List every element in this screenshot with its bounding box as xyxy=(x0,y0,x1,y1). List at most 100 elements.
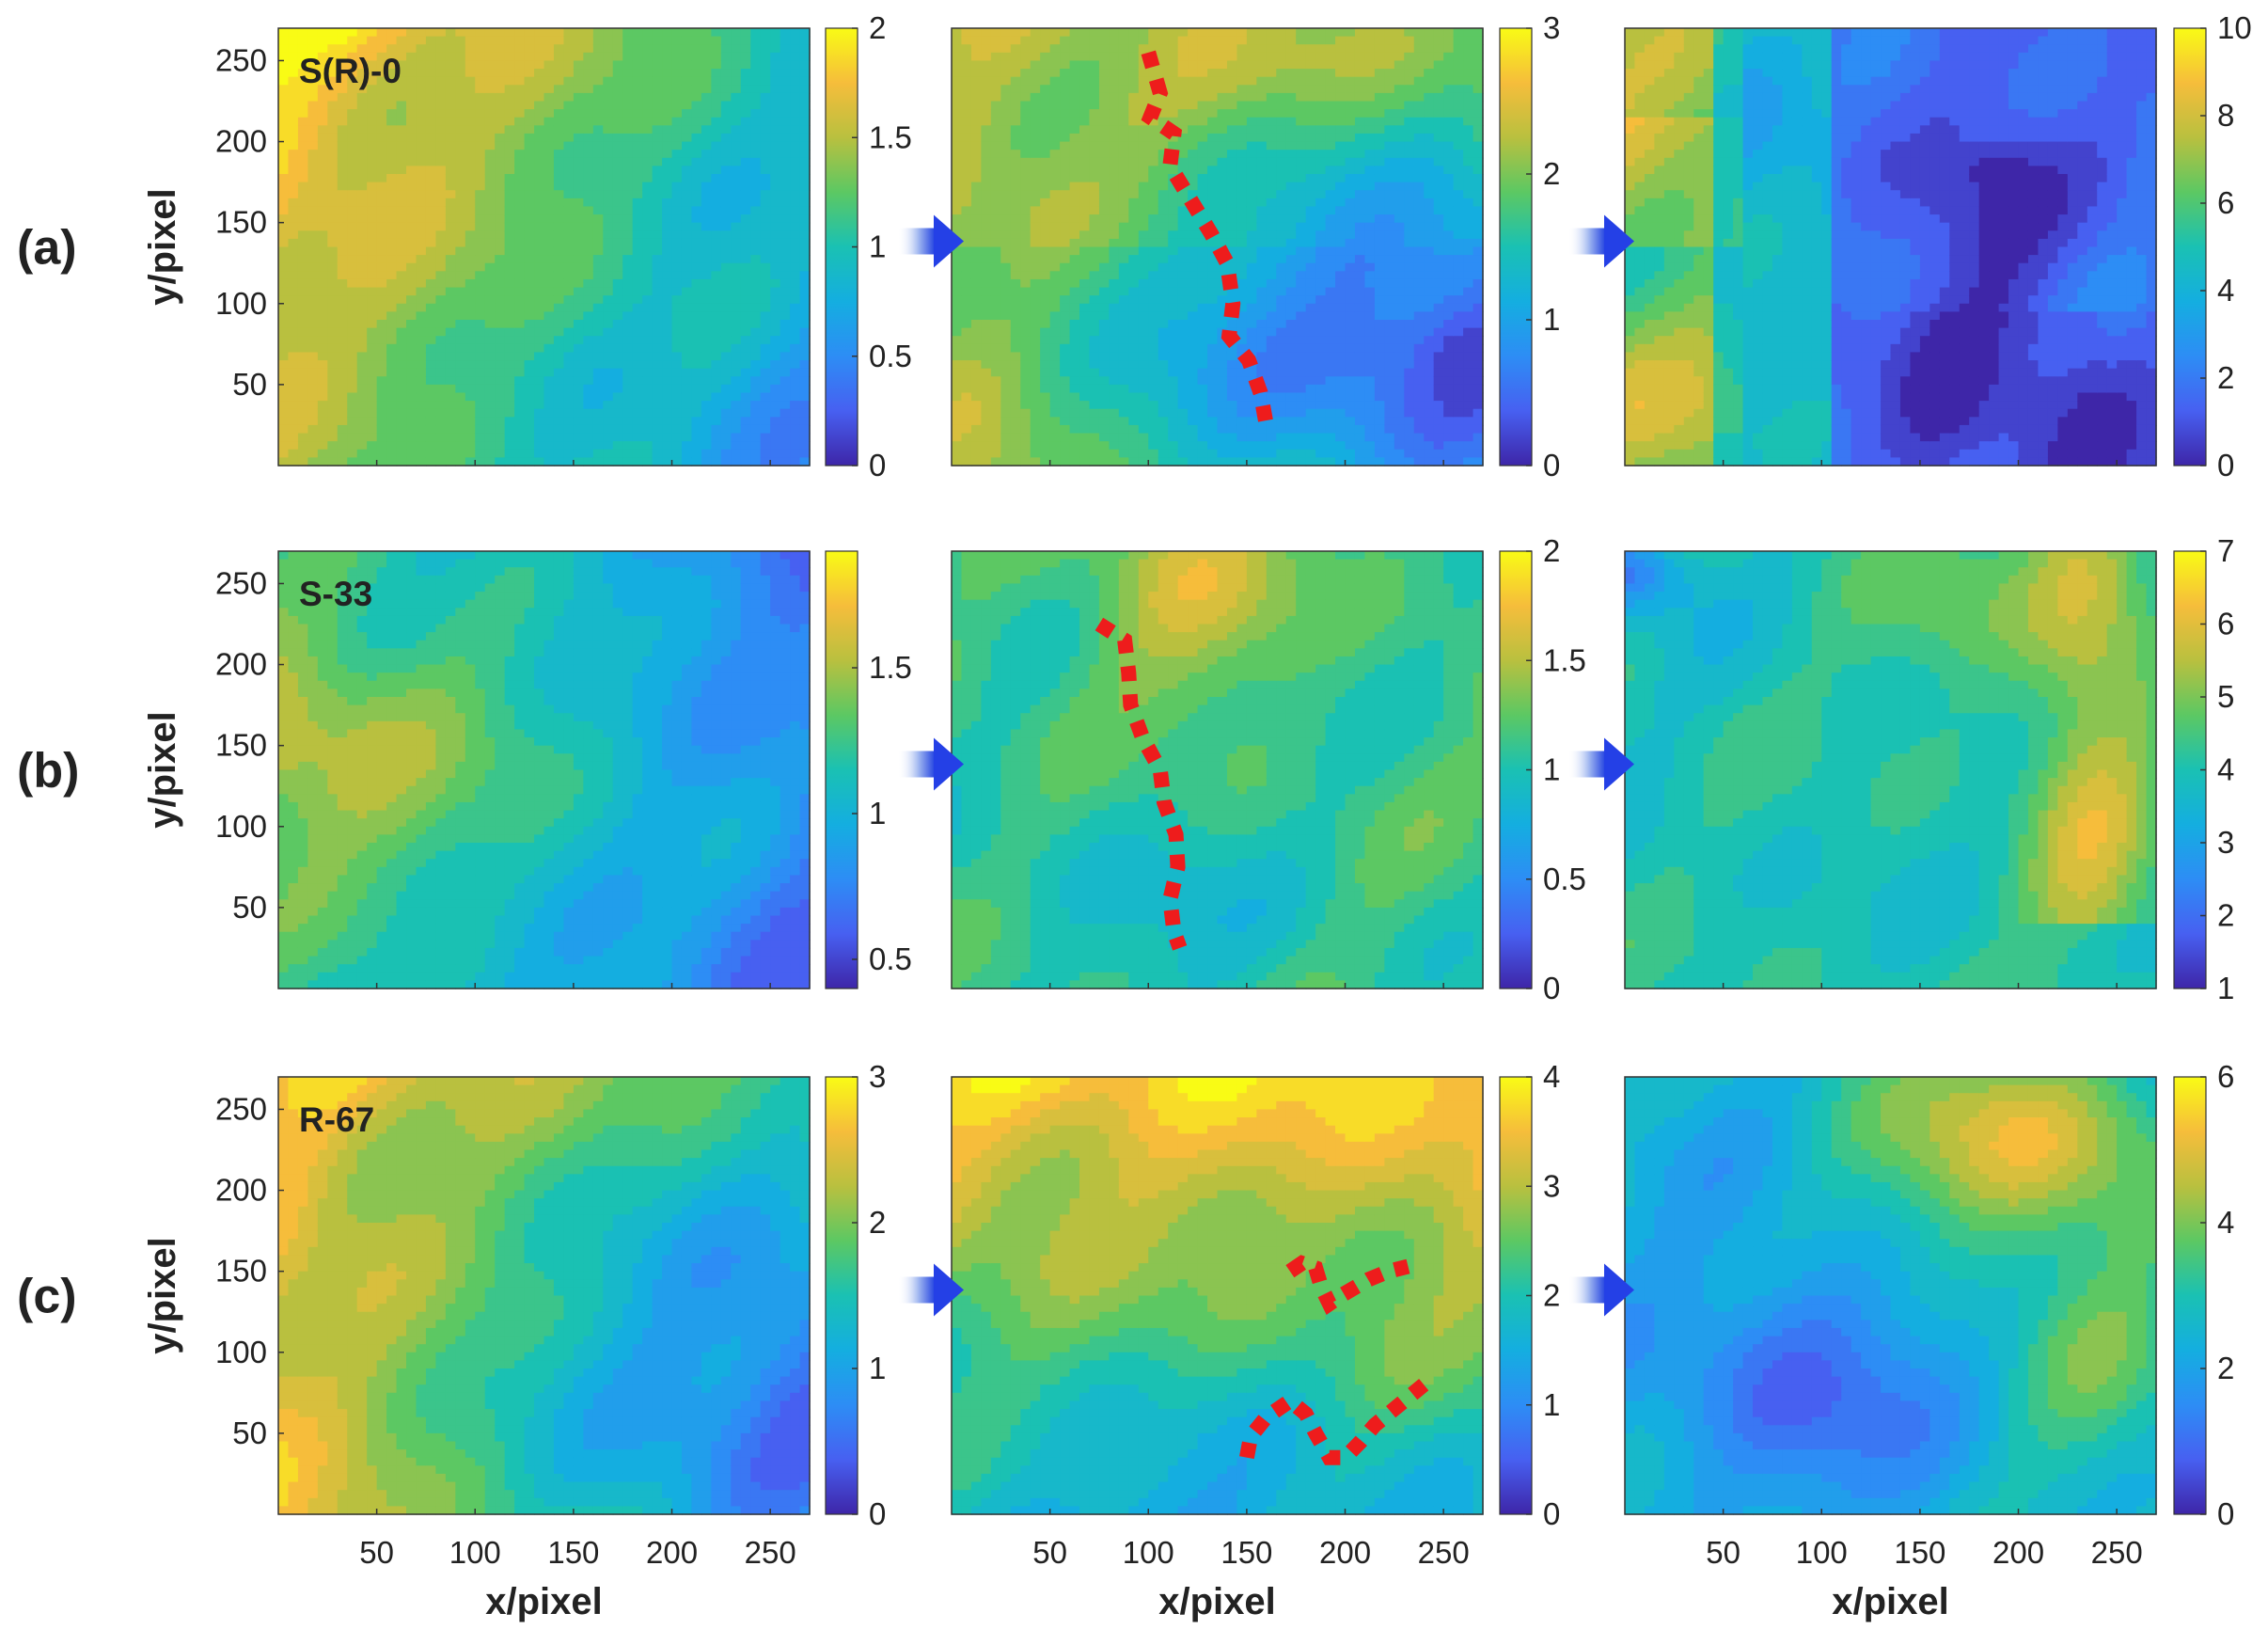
heatmap-cell xyxy=(740,60,751,70)
heatmap-cell xyxy=(612,222,623,231)
heatmap-cell xyxy=(990,336,1002,345)
heatmap-cell xyxy=(583,92,594,103)
heatmap-cell xyxy=(970,28,983,38)
heatmap-cell xyxy=(780,69,791,78)
heatmap-cell xyxy=(563,336,575,345)
heatmap-cell xyxy=(750,360,762,370)
heatmap-cell xyxy=(356,182,368,191)
heatmap-cell xyxy=(484,117,496,127)
heatmap-cell xyxy=(278,457,290,467)
heatmap-cell xyxy=(1315,101,1327,110)
heatmap-cell xyxy=(632,150,643,159)
heatmap-cell xyxy=(288,287,299,296)
heatmap-cell xyxy=(1197,384,1208,394)
heatmap-cell xyxy=(425,246,437,256)
heatmap-cell xyxy=(406,238,417,248)
heatmap-cell xyxy=(376,36,387,45)
heatmap-cell xyxy=(1217,109,1228,119)
heatmap-cell xyxy=(425,433,437,442)
heatmap-cell xyxy=(750,336,762,345)
heatmap-cell xyxy=(465,441,476,451)
heatmap-cell xyxy=(1158,230,1169,240)
heatmap-cell xyxy=(278,376,290,386)
heatmap-cell xyxy=(1118,327,1130,337)
heatmap-cell xyxy=(337,262,348,273)
heatmap-cell xyxy=(455,85,466,94)
heatmap-cell xyxy=(799,384,811,394)
heatmap-cell xyxy=(465,327,476,337)
heatmap-cell xyxy=(652,255,663,264)
heatmap-cell xyxy=(1276,85,1287,94)
heatmap-cell xyxy=(612,52,623,62)
heatmap-cell xyxy=(347,255,358,264)
heatmap-cell xyxy=(961,368,972,377)
heatmap-cell xyxy=(952,222,963,231)
heatmap-cell xyxy=(425,150,437,159)
heatmap-cell xyxy=(1305,262,1316,273)
heatmap-cell xyxy=(1020,424,1032,435)
heatmap-cell xyxy=(981,311,992,321)
heatmap-cell xyxy=(435,76,447,86)
heatmap-cell xyxy=(711,255,722,264)
heatmap-cell xyxy=(1246,222,1258,231)
heatmap-cell xyxy=(1069,408,1080,419)
heatmap-cell xyxy=(1089,336,1100,345)
heatmap-cell xyxy=(1285,401,1297,410)
heatmap-cell xyxy=(603,166,614,175)
heatmap-cell xyxy=(770,52,781,62)
heatmap-cell xyxy=(416,238,427,248)
heatmap-cell xyxy=(1226,174,1238,183)
heatmap-cell xyxy=(1246,417,1258,426)
heatmap-cell xyxy=(455,303,466,313)
heatmap-cell xyxy=(297,255,309,264)
heatmap-cell xyxy=(435,384,447,394)
heatmap-cell xyxy=(1010,287,1021,296)
heatmap-cell xyxy=(961,190,972,199)
heatmap-cell xyxy=(1079,206,1091,215)
heatmap-cell xyxy=(1138,157,1149,167)
heatmap-cell xyxy=(307,320,319,329)
heatmap-cell xyxy=(662,125,673,134)
heatmap-cell xyxy=(990,109,1002,119)
heatmap-cell xyxy=(662,52,673,62)
heatmap-cell xyxy=(327,190,339,199)
heatmap-cell xyxy=(317,230,329,240)
heatmap-cell xyxy=(504,368,515,377)
heatmap-cell xyxy=(1188,214,1199,224)
heatmap-cell xyxy=(981,320,992,329)
heatmap-cell xyxy=(770,190,781,199)
heatmap-cell xyxy=(740,384,751,394)
heatmap-cell xyxy=(543,343,555,354)
heatmap-cell xyxy=(1060,457,1071,467)
heatmap-cell xyxy=(1256,449,1268,459)
heatmap-cell xyxy=(1266,433,1277,442)
heatmap-cell xyxy=(671,401,683,410)
heatmap-cell xyxy=(297,246,309,256)
heatmap-cell xyxy=(961,141,972,150)
heatmap-cell xyxy=(337,246,348,256)
heatmap-cell xyxy=(750,295,762,305)
heatmap-cell xyxy=(990,295,1002,305)
heatmap-cell xyxy=(1168,327,1179,337)
heatmap-cell xyxy=(1197,36,1208,45)
heatmap-cell xyxy=(297,287,309,296)
heatmap-cell xyxy=(1040,44,1051,54)
heatmap-cell xyxy=(425,69,437,78)
heatmap-cell xyxy=(484,109,496,119)
heatmap-cell xyxy=(543,457,555,467)
heatmap-cell xyxy=(632,190,643,199)
heatmap-cell xyxy=(347,44,358,54)
heatmap-cell xyxy=(425,262,437,273)
heatmap-cell xyxy=(278,303,290,313)
heatmap-cell xyxy=(337,52,348,62)
heatmap-cell xyxy=(475,262,486,273)
heatmap-cell xyxy=(701,352,713,361)
heatmap-cell xyxy=(1207,214,1219,224)
heatmap-cell xyxy=(731,182,742,191)
heatmap-cell xyxy=(563,238,575,248)
heatmap-cell xyxy=(652,392,663,402)
heatmap-cell xyxy=(770,457,781,467)
heatmap-cell xyxy=(504,246,515,256)
heatmap-cell xyxy=(731,352,742,361)
heatmap-cell xyxy=(425,449,437,459)
